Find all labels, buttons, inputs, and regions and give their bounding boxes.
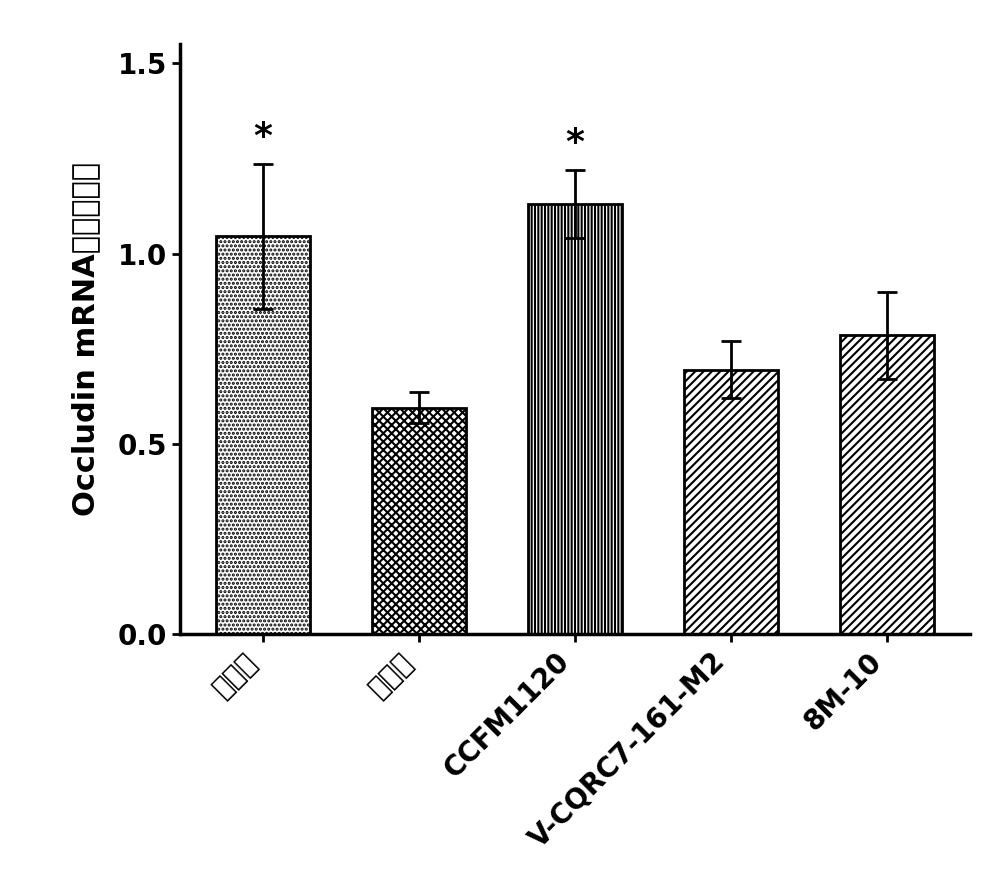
Y-axis label: Occludin mRNA相对表达量: Occludin mRNA相对表达量 (72, 162, 101, 516)
Bar (372, 408, 466, 634)
Bar (528, 204, 622, 634)
Text: *: * (253, 121, 272, 154)
Text: *: * (566, 126, 584, 160)
Bar (684, 370, 778, 634)
Bar (840, 336, 934, 634)
Bar (216, 236, 310, 634)
